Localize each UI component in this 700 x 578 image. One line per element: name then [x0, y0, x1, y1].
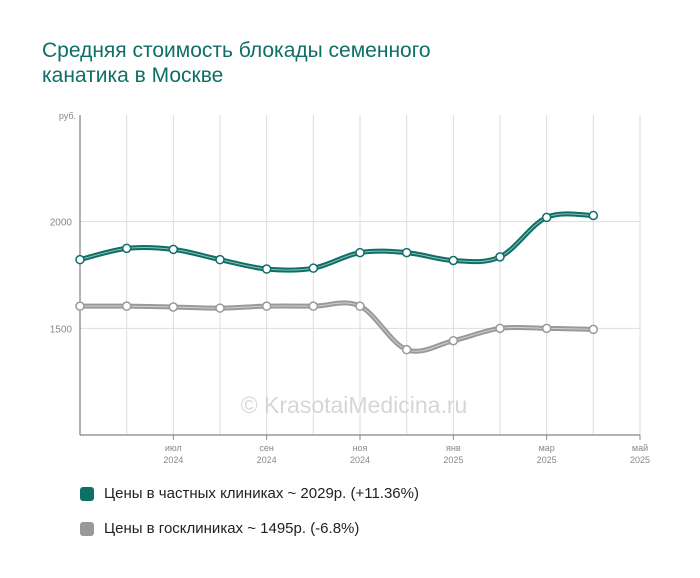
data-point: [215, 254, 225, 265]
y-tick-label: 1500: [50, 324, 73, 335]
legend-swatch-private: [80, 486, 94, 501]
data-point: [261, 264, 272, 274]
x-tick-label-month: сен: [259, 443, 274, 453]
y-axis-unit-label: руб.: [59, 111, 76, 121]
x-tick-label-month: май: [632, 443, 648, 453]
data-point: [541, 323, 552, 334]
x-tick-label-year: 2025: [537, 455, 557, 465]
data-point: [355, 247, 365, 258]
chart-title-line-1: Средняя стоимость блокады семенного: [42, 39, 431, 62]
data-point: [168, 302, 179, 312]
x-tick-label-year: 2024: [163, 455, 183, 465]
watermark: © KrasotaiMedicina.ru: [241, 392, 468, 418]
data-point: [355, 301, 365, 311]
data-point: [121, 301, 132, 311]
y-tick-label: 2000: [50, 218, 73, 229]
data-point: [308, 263, 319, 273]
data-point: [495, 252, 505, 262]
data-point: [448, 255, 459, 266]
data-point: [541, 212, 552, 223]
data-point: [588, 210, 599, 221]
series-line-highlight-1: [79, 302, 594, 352]
data-point: [168, 244, 179, 255]
legend-item-public[interactable]: Цены в госклиниках ~ 1495р. (-6.8%): [80, 520, 359, 537]
x-tick-label-year: 2025: [630, 455, 650, 465]
data-point: [401, 247, 412, 258]
chart-title-line-2: канатика в Москве: [42, 64, 224, 87]
x-tick-label-year: 2025: [443, 455, 463, 465]
data-point: [75, 254, 85, 265]
x-tick-label-year: 2024: [257, 455, 277, 465]
legend-item-private[interactable]: Цены в частных клиниках ~ 2029р. (+11.36…: [80, 485, 419, 502]
data-point: [308, 301, 319, 311]
x-tick-label-month: ноя: [353, 443, 368, 453]
data-point: [401, 344, 412, 355]
data-point: [588, 324, 599, 335]
chart-title: Средняя стоимость блокады семенного кана…: [42, 38, 602, 88]
x-tick-label-month: янв: [446, 443, 461, 453]
data-point: [448, 335, 459, 346]
data-point: [75, 301, 85, 311]
series-line-0: [77, 211, 596, 273]
data-point: [121, 243, 132, 254]
data-point: [495, 323, 505, 334]
legend-label-public: Цены в госклиниках ~ 1495р. (-6.8%): [104, 520, 360, 537]
x-tick-label-month: мар: [539, 443, 555, 453]
data-point: [261, 301, 272, 311]
legend-label-private: Цены в частных клиниках ~ 2029р. (+11.36…: [104, 485, 419, 502]
x-tick-label-year: 2024: [350, 455, 370, 465]
data-point: [215, 303, 225, 313]
legend-swatch-public: [80, 521, 94, 536]
x-tick-label-month: июл: [165, 443, 182, 453]
